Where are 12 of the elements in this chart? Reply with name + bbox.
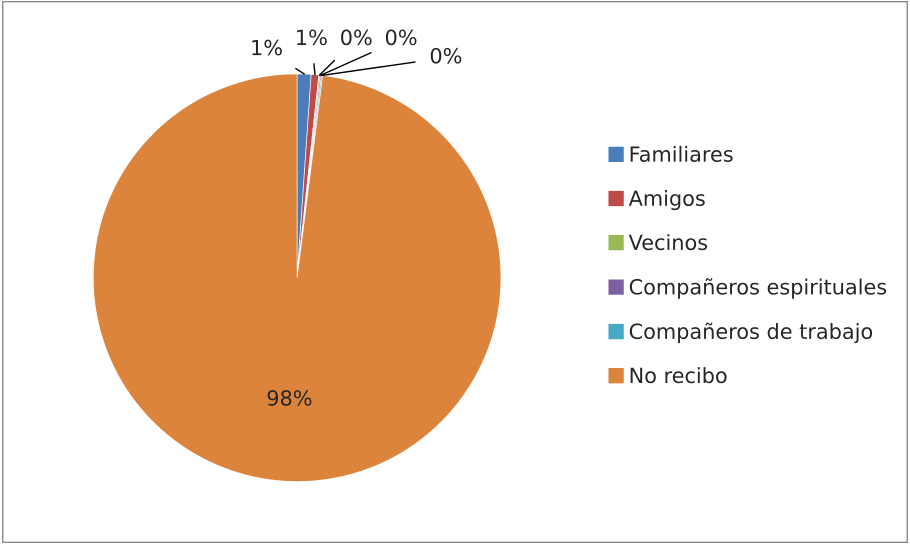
data-label: 98%: [268, 390, 312, 406]
legend-label: Vecinos: [628, 234, 708, 250]
data-label: 1%: [297, 29, 327, 46]
legend-label: Compañeros de trabajo: [630, 322, 872, 344]
legend-label: Amigos: [628, 190, 705, 210]
data-label: 0%: [430, 48, 462, 64]
legend-label: Familiares: [630, 146, 733, 162]
data-label: 0%: [386, 29, 416, 46]
data-label: 1%: [252, 40, 282, 56]
legend-label: No recibo: [630, 367, 727, 384]
data-label: 0%: [341, 29, 372, 46]
legend-label: Compañeros espirituales: [630, 278, 886, 299]
